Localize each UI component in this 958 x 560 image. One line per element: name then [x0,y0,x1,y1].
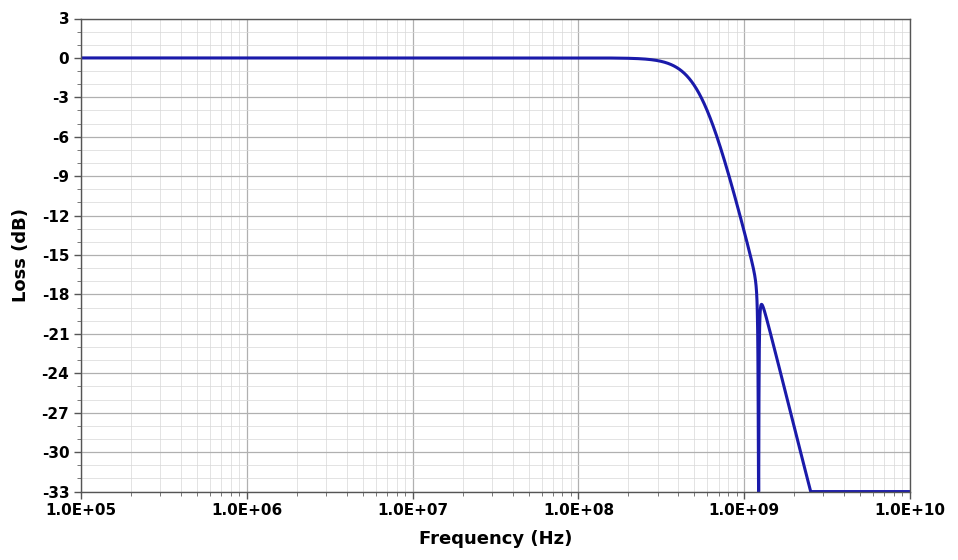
X-axis label: Frequency (Hz): Frequency (Hz) [419,530,572,548]
Y-axis label: Loss (dB): Loss (dB) [12,208,31,302]
